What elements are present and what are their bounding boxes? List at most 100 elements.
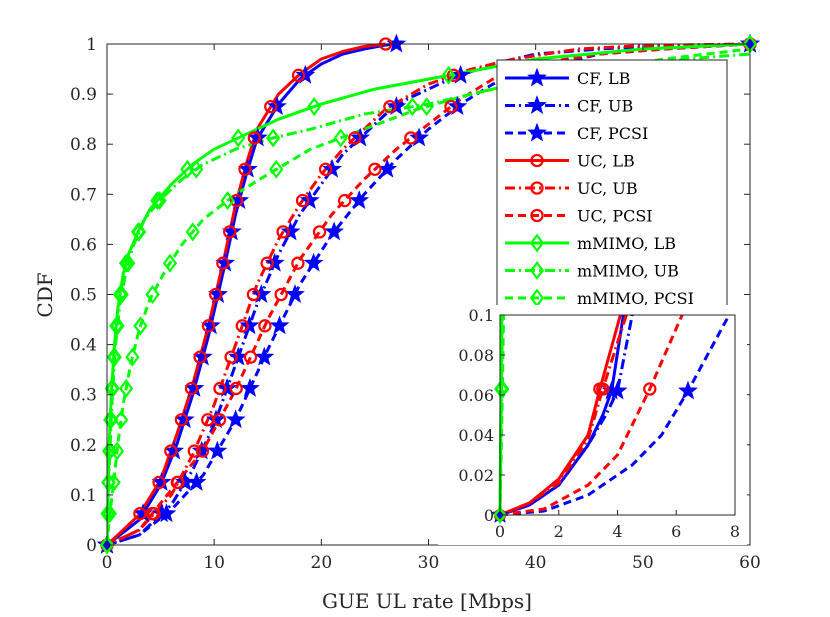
legend-marker-uc-lb: [530, 153, 544, 168]
marker-cf-ub: [450, 64, 471, 84]
marker-mmimo-lb: [231, 128, 246, 148]
marker-uc-ub: [446, 68, 461, 82]
marker-cf-pcsi: [240, 377, 260, 397]
marker-uc-ub: [187, 444, 202, 458]
marker-uc-lb: [193, 350, 207, 364]
y-tick-label: 0.7: [70, 185, 97, 205]
marker-uc-pcsi: [258, 319, 272, 333]
legend-label: mMIMO, PCSI: [577, 289, 694, 308]
inset-x-tick-label: 0: [495, 522, 505, 541]
marker-uc-pcsi: [195, 444, 210, 458]
marker-uc-pcsi: [368, 162, 382, 176]
marker-cf-pcsi: [409, 127, 430, 147]
marker-uc-lb: [209, 287, 223, 302]
inset-y-tick-label: 0.08: [458, 346, 494, 365]
marker-uc-lb: [229, 193, 244, 208]
marker-uc-ub: [383, 99, 397, 114]
y-axis-label: CDF: [33, 272, 57, 317]
x-tick-label: 60: [739, 553, 761, 573]
marker-cf-lb: [295, 64, 316, 84]
legend-marker-cf-pcsi: [527, 122, 547, 142]
marker-uc-ub: [348, 131, 362, 145]
marker-uc-lb: [291, 68, 306, 82]
marker-mmimo-pcsi: [419, 97, 434, 117]
marker-cf-ub: [251, 284, 272, 303]
series-line-uc-pcsi: [107, 42, 750, 547]
legend-marker-uc-ub: [530, 181, 544, 195]
inset-marker-mmimo-pcsi: [495, 379, 510, 399]
inset-line-uc-pcsi: [499, 315, 684, 517]
legend-marker-mmimo-lb: [529, 233, 545, 253]
inset-x-tick-label: 6: [671, 522, 681, 541]
marker-mmimo-ub: [132, 222, 147, 242]
marker-uc-ub: [295, 193, 310, 208]
inset-y-tick-label: 0: [484, 506, 494, 525]
inset-marker-uc-pcsi: [643, 382, 657, 396]
marker-mmimo-ub: [189, 159, 204, 179]
inset-x-tick-label: 2: [554, 522, 564, 541]
inset-y-tick-label: 0.1: [469, 306, 494, 325]
marker-uc-ub: [276, 225, 290, 239]
x-tick-label: 40: [525, 553, 547, 573]
y-tick-label: 0.5: [70, 286, 97, 306]
marker-cf-pcsi: [186, 471, 207, 491]
x-tick-label: 20: [311, 553, 333, 573]
legend-label: UC, LB: [577, 152, 635, 171]
marker-mmimo-pcsi: [106, 472, 121, 492]
marker-uc-ub: [213, 381, 227, 396]
marker-uc-lb: [264, 99, 278, 114]
inset-y-tick-label: 0.02: [458, 466, 494, 485]
marker-cf-ub: [217, 377, 238, 397]
marker-uc-lb: [223, 225, 237, 239]
inset-marker-mmimo-pcsi: [493, 506, 507, 524]
marker-cf-pcsi: [349, 190, 370, 209]
marker-mmimo-ub: [100, 504, 115, 524]
marker-mmimo-ub: [101, 472, 116, 492]
marker-cf-pcsi: [254, 346, 275, 366]
marker-uc-lb: [216, 256, 230, 270]
y-tick-label: 0.6: [70, 235, 97, 255]
legend-label: CF, UB: [577, 97, 633, 116]
marker-cf-pcsi: [207, 440, 228, 460]
marker-uc-pcsi: [212, 413, 227, 427]
marker-mmimo-ub: [114, 285, 129, 304]
legend-label: mMIMO, UB: [577, 262, 679, 281]
inset-zoom-plot: 0 2 4 6 8 0 0.02 0.04 0.06 0.08 0.1: [438, 305, 747, 545]
marker-mmimo-pcsi: [99, 535, 115, 555]
legend-label: UC, PCSI: [577, 207, 653, 226]
marker-uc-lb: [164, 444, 178, 458]
series-line-uc-ub: [107, 42, 750, 547]
y-tick-label: 0: [86, 536, 97, 556]
marker-mmimo-ub: [121, 253, 136, 273]
marker-uc-pcsi: [229, 381, 243, 396]
legend-marker-mmimo-ub: [529, 261, 545, 280]
marker-mmimo-pcsi: [333, 128, 348, 148]
marker-uc-lb: [238, 162, 252, 176]
marker-mmimo-lb: [118, 253, 134, 273]
marker-mmimo-pcsi: [119, 378, 134, 398]
marker-mmimo-pcsi: [185, 222, 200, 242]
legend-label: mMIMO, LB: [577, 234, 676, 253]
legend-label: CF, LB: [577, 69, 630, 88]
marker-mmimo-pcsi: [109, 441, 125, 461]
marker-uc-ub: [260, 256, 274, 270]
legend-marker-cf-ub: [527, 95, 547, 114]
marker-cf-ub: [264, 252, 285, 272]
marker-mmimo-pcsi: [102, 504, 118, 524]
marker-cf-pcsi: [269, 315, 290, 335]
inset-y-tick-label: 0.06: [458, 386, 494, 405]
legend: CF, LB CF, UB CF, PCSI UC, LB UC, UB UC, PCSI…: [496, 59, 728, 316]
y-tick-label: 0.3: [70, 386, 97, 406]
marker-mmimo-ub: [405, 97, 420, 117]
marker-uc-pcsi: [170, 475, 185, 490]
marker-uc-lb: [247, 131, 262, 145]
y-tick-label: 0.9: [70, 85, 97, 105]
y-tick-label: 0.4: [70, 336, 97, 356]
marker-uc-ub: [246, 287, 261, 302]
inset-marker-uc-ub: [596, 382, 610, 396]
marker-cf-pcsi: [225, 409, 246, 429]
y-tick-label: 1: [86, 35, 97, 55]
marker-mmimo-lb: [307, 97, 322, 117]
marker-mmimo-lb: [441, 65, 456, 85]
